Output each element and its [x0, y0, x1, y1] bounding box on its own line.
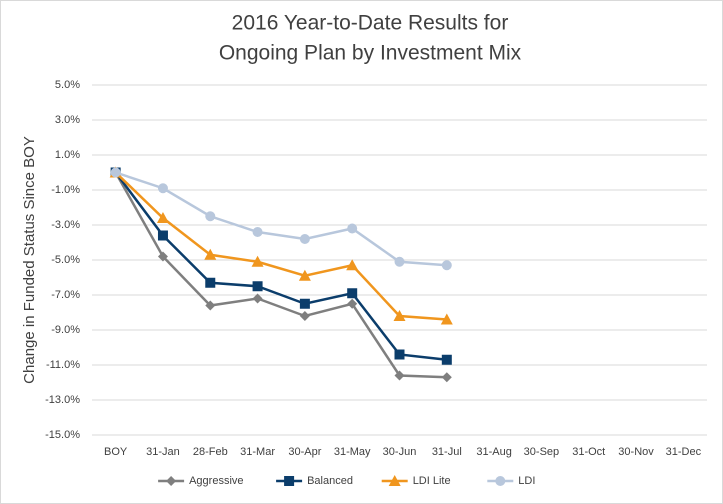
data-point — [298, 269, 311, 281]
y-tick-label: -7.0% — [51, 289, 80, 301]
series-line — [115, 171, 447, 267]
data-point — [252, 293, 263, 304]
data-point — [157, 183, 168, 194]
legend-marker — [495, 476, 506, 486]
data-point — [394, 370, 405, 381]
legend-marker — [284, 476, 295, 486]
y-tick-label: -15.0% — [45, 429, 80, 441]
data-point — [110, 167, 121, 178]
series-line — [114, 171, 447, 379]
data-point — [204, 248, 217, 260]
y-tick-label: -5.0% — [51, 254, 80, 266]
x-tick-label: BOY — [104, 446, 128, 458]
series-line — [114, 171, 447, 361]
data-point — [205, 277, 216, 288]
y-tick-label: 5.0% — [55, 79, 80, 91]
x-tick-label: 30-Jun — [383, 446, 417, 458]
data-point — [346, 259, 359, 271]
y-tick-label: -3.0% — [51, 219, 80, 231]
legend-marker — [166, 476, 177, 486]
data-point — [441, 354, 452, 365]
x-tick-label: 31-Jul — [432, 446, 462, 458]
x-tick-label: 31-Mar — [240, 446, 275, 458]
data-point — [299, 311, 310, 321]
data-point — [347, 223, 358, 234]
data-point — [394, 349, 405, 360]
x-tick-label: 31-Oct — [572, 446, 605, 458]
legend-marker — [388, 475, 401, 486]
y-tick-label: 3.0% — [55, 114, 80, 126]
x-tick-label: 30-Nov — [618, 446, 654, 458]
data-point — [251, 255, 264, 267]
legend-label: LDI — [518, 475, 535, 487]
data-point — [205, 300, 216, 311]
data-point — [156, 212, 169, 223]
series-line — [114, 171, 447, 321]
y-axis-label: Change in Funded Status Since BOY — [21, 136, 38, 384]
data-point — [299, 234, 310, 244]
x-tick-label: 31-Aug — [476, 446, 511, 458]
data-point — [394, 256, 405, 267]
data-point — [393, 310, 406, 321]
data-point — [205, 211, 216, 222]
data-point — [252, 227, 263, 237]
x-tick-label: 30-Sep — [524, 446, 559, 458]
legend-label: Balanced — [307, 475, 353, 487]
x-tick-label: 31-Jan — [146, 446, 180, 458]
data-point — [347, 298, 358, 309]
chart-title: 2016 Year-to-Date Results for — [232, 12, 509, 35]
y-tick-label: -1.0% — [51, 184, 80, 196]
data-point — [440, 313, 453, 325]
y-tick-label: -13.0% — [45, 394, 80, 406]
y-tick-label: 1.0% — [55, 149, 80, 161]
x-tick-label: 30-Apr — [288, 446, 321, 458]
data-point — [157, 230, 168, 241]
legend-label: LDI Lite — [413, 475, 451, 487]
data-point — [441, 372, 452, 383]
data-point — [252, 281, 263, 292]
y-tick-label: -11.0% — [46, 359, 80, 371]
legend-label: Aggressive — [189, 475, 243, 487]
data-point — [157, 251, 168, 262]
data-point — [299, 298, 310, 309]
data-point — [441, 260, 452, 271]
data-point — [347, 288, 358, 299]
x-tick-label: 31-May — [334, 446, 371, 458]
y-tick-label: -9.0% — [51, 324, 80, 336]
x-tick-label: 28-Feb — [193, 446, 228, 458]
x-tick-label: 31-Dec — [666, 446, 702, 458]
chart-title: Ongoing Plan by Investment Mix — [219, 42, 522, 65]
